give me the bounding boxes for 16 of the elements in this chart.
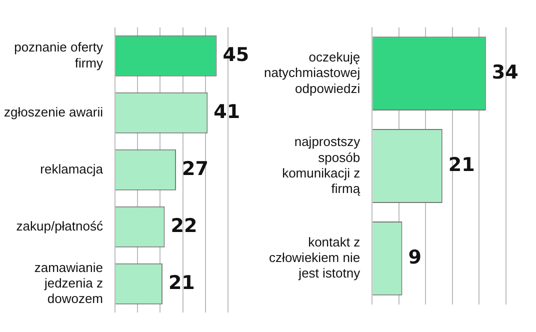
data-label: 22 xyxy=(170,214,198,237)
y-tick-label: zamawianie jedzenia z dowozem xyxy=(34,260,103,306)
y-tick-label: oczekuję natychmiastowej odpowiedzi xyxy=(264,50,360,96)
y-tick-label: zgłoszenie awarii xyxy=(4,104,104,120)
data-label: 34 xyxy=(492,62,518,84)
data-label: 41 xyxy=(214,100,240,123)
data-label: 21 xyxy=(448,154,475,176)
y-tick-label: najprostszy sposób komunikacji z firmą xyxy=(282,134,361,196)
data-label: 21 xyxy=(168,272,195,294)
y-tick-label: zakup/płatność xyxy=(16,218,104,234)
y-tick-label: reklamacja xyxy=(40,161,104,176)
y-tick-label: poznanie oferty firmy xyxy=(14,40,104,70)
data-label: 45 xyxy=(222,44,250,66)
data-label: 27 xyxy=(182,158,208,180)
data-label: 9 xyxy=(408,246,422,268)
y-tick-label: kontakt z człowiekiem nie jest istotny xyxy=(269,234,361,281)
